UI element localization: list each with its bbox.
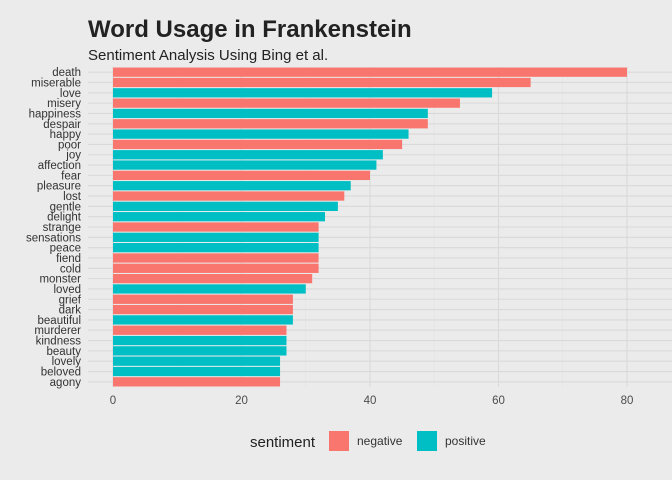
bar-strange [113, 222, 319, 232]
bar-cold [113, 263, 319, 273]
bar-poor [113, 139, 403, 150]
bar-despair [113, 119, 428, 129]
x-tick-label: 0 [110, 395, 116, 407]
bar-misery [113, 98, 460, 108]
y-tick-label: loved [54, 284, 82, 296]
x-tick-label: 60 [492, 395, 505, 407]
y-tick-label: happy [50, 129, 82, 141]
y-tick-label: despair [43, 119, 81, 131]
bar-dark [113, 304, 293, 315]
bar-miserable [113, 77, 531, 88]
y-tick-label: peace [50, 243, 81, 255]
bar-loved [113, 284, 306, 294]
y-tick-label: love [60, 88, 81, 100]
bar-peace [113, 243, 319, 253]
y-tick-label: poor [58, 139, 81, 151]
bars-layer [113, 67, 627, 387]
x-tick-label: 20 [235, 395, 248, 407]
bar-affection [113, 160, 377, 170]
y-tick-label: beautiful [38, 315, 81, 327]
x-tick-label: 40 [364, 395, 377, 407]
y-tick-label: fear [61, 170, 81, 182]
bar-fiend [113, 253, 319, 263]
x-tick-label: 80 [621, 395, 634, 407]
y-tick-label: pleasure [37, 181, 81, 193]
bar-agony [113, 377, 281, 387]
y-tick-label: strange [43, 222, 81, 234]
y-tick-label: beauty [46, 346, 81, 358]
legend-label-positive: positive [445, 434, 486, 448]
y-tick-label: lost [63, 191, 82, 203]
bar-beloved [113, 366, 281, 377]
bar-joy [113, 150, 383, 160]
bar-lovely [113, 356, 281, 366]
y-tick-label: dark [59, 305, 82, 317]
y-tick-label: joy [65, 150, 81, 162]
bar-gentle [113, 201, 338, 211]
y-axis-labels: deathmiserablelovemiseryhappinessdespair… [26, 67, 82, 389]
legend-swatch-negative [329, 431, 349, 451]
bar-happiness [113, 108, 428, 119]
legend-title: sentiment [250, 434, 316, 451]
bar-monster [113, 273, 313, 284]
y-tick-label: agony [50, 377, 82, 389]
bar-fear [113, 170, 370, 181]
y-tick-label: affection [38, 160, 81, 172]
legend: sentiment negative positive [250, 431, 486, 451]
chart-title: Word Usage in Frankenstein [88, 16, 412, 43]
y-tick-label: kindness [36, 336, 82, 348]
y-tick-label: beloved [41, 367, 81, 379]
y-tick-label: death [52, 67, 81, 79]
bar-lost [113, 191, 345, 201]
y-tick-label: happiness [29, 108, 82, 120]
bar-love [113, 88, 493, 98]
bar-sensations [113, 232, 319, 242]
legend-label-negative: negative [357, 434, 403, 448]
y-tick-label: misery [47, 98, 81, 110]
y-tick-label: miserable [31, 77, 81, 89]
y-tick-label: delight [47, 212, 82, 224]
y-tick-label: grief [59, 294, 82, 306]
y-tick-label: murderer [34, 325, 81, 337]
bar-beautiful [113, 315, 293, 325]
bar-happy [113, 129, 409, 139]
y-tick-label: monster [39, 274, 81, 286]
x-axis-labels: 0 20 40 60 80 [110, 395, 634, 407]
legend-swatch-positive [417, 431, 437, 451]
bar-beauty [113, 346, 287, 356]
bar-grief [113, 294, 293, 304]
bar-murderer [113, 325, 287, 335]
bar-delight [113, 212, 326, 222]
y-tick-label: lovely [52, 356, 82, 368]
bar-kindness [113, 335, 287, 346]
chart-subtitle: Sentiment Analysis Using Bing et al. [88, 47, 328, 64]
y-tick-label: cold [60, 263, 81, 275]
y-tick-label: fiend [56, 253, 81, 265]
bar-pleasure [113, 181, 351, 191]
bar-death [113, 67, 627, 77]
y-tick-label: sensations [26, 232, 81, 244]
y-tick-label: gentle [50, 201, 81, 213]
